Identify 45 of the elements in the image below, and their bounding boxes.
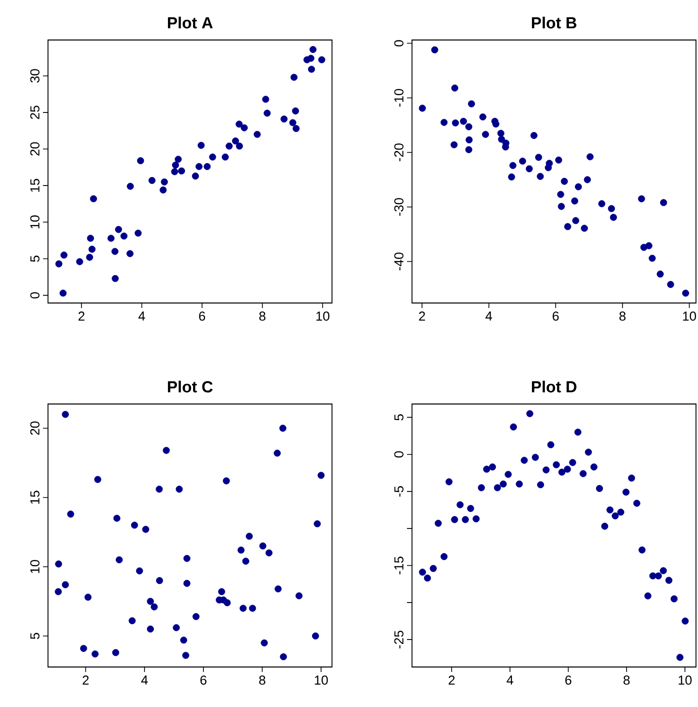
y-tick-label: 25	[30, 106, 40, 119]
x-tick-label: 8	[259, 676, 266, 685]
x-tick-label: 8	[619, 312, 626, 321]
x-tick-label: 8	[624, 676, 630, 685]
x-tick-label: 10	[316, 312, 330, 321]
y-tick-label: 20	[30, 422, 40, 435]
chart-title: Plot D	[532, 380, 576, 392]
x-tick-label: 2	[78, 312, 84, 321]
x-tick-label: 6	[199, 312, 206, 321]
x-tick-label: 4	[141, 676, 148, 684]
x-tick-label: 4	[506, 676, 514, 684]
y-tick-label: -25	[394, 630, 404, 648]
x-tick-label: 2	[82, 676, 89, 685]
x-tick-label: 10	[314, 676, 328, 685]
chart-title: Plot C	[168, 380, 213, 392]
y-tick-label: 0	[394, 451, 404, 458]
y-tick-label: 20	[30, 142, 40, 156]
x-tick-label: 10	[678, 676, 692, 685]
x-tick-label: 10	[683, 312, 696, 321]
y-tick-label: 5	[30, 256, 40, 262]
y-tick-label: 15	[30, 178, 40, 192]
y-tick-label: -15	[394, 556, 404, 574]
y-tick-label: 10	[30, 560, 40, 573]
y-tick-label: -20	[394, 144, 404, 162]
x-tick-label: 2	[419, 312, 425, 321]
x-tick-label: 8	[259, 312, 266, 321]
x-tick-label: 2	[448, 676, 455, 685]
y-tick-label: 10	[30, 215, 40, 228]
y-tick-label: 30	[30, 69, 40, 83]
x-tick-label: 6	[552, 312, 559, 321]
y-tick-label: 5	[30, 632, 40, 640]
y-tick-label: 0	[394, 40, 404, 46]
y-tick-label: -5	[394, 486, 404, 497]
y-tick-label: -30	[394, 198, 404, 216]
y-tick-label: -40	[394, 252, 404, 270]
chart-title: Plot B	[532, 16, 576, 28]
y-tick-label: -10	[394, 88, 404, 107]
y-tick-label: 5	[394, 414, 404, 420]
x-tick-label: 4	[486, 312, 492, 320]
y-tick-label: 15	[30, 490, 40, 504]
x-tick-label: 6	[565, 676, 572, 685]
y-tick-label: 0	[30, 292, 40, 298]
x-tick-label: 4	[138, 312, 145, 320]
x-tick-label: 6	[200, 676, 206, 685]
chart-title: Plot A	[168, 16, 213, 28]
